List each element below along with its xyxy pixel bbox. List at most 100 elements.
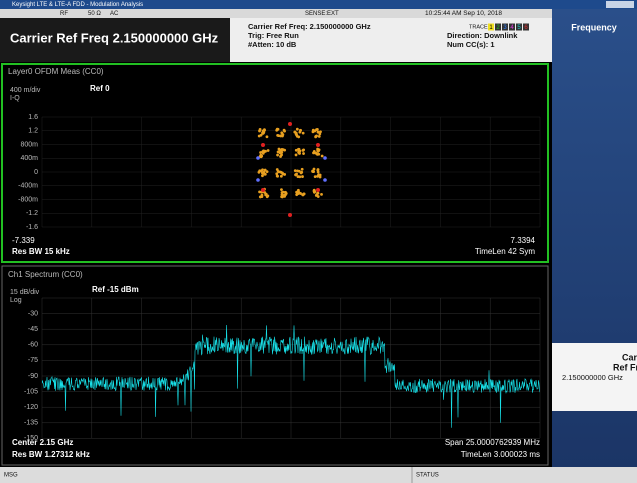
window <box>1 265 549 466</box>
symbol-point <box>298 191 302 195</box>
x-stop: 7.3394 <box>511 236 536 245</box>
timestamp: 10:25:44 AM Sep 10, 2018 <box>425 10 502 17</box>
trace-label: TRACE <box>469 24 488 30</box>
symbol-point <box>280 191 284 194</box>
symbol-point <box>293 169 297 173</box>
trace-indicator <box>502 23 508 31</box>
y-tick-label: -30 <box>28 310 38 317</box>
trace-indicator <box>523 23 529 31</box>
symbol-point <box>301 175 304 178</box>
res-bw: Res BW 15 kHz <box>12 247 70 256</box>
msg: MSG <box>4 473 18 479</box>
symbol-point <box>294 153 298 157</box>
softkey-line: 2.150000000 GHz <box>562 373 623 382</box>
y-tick-label: -800m <box>18 196 38 203</box>
symbol-point <box>258 190 261 194</box>
symbol-point <box>263 191 267 194</box>
carrier-freq: Carrier Ref Freq: 2.150000000 GHz <box>248 22 371 31</box>
y-tick-label: -90 <box>28 373 38 380</box>
reference-point <box>261 143 265 147</box>
ref-level: Ref -15 dBm <box>92 285 139 294</box>
symbol-point <box>258 195 262 199</box>
direction: Direction: Downlink <box>447 31 518 40</box>
center: Center 2.15 GHz <box>12 438 73 447</box>
symbol-point <box>293 130 297 134</box>
num-cc: Num CC(s): 1 <box>447 40 495 49</box>
trigger: Trig: Free Run <box>248 31 299 40</box>
symbol-point <box>294 173 298 177</box>
trace-number: 3 <box>503 25 507 31</box>
symbol-point <box>259 133 263 137</box>
coupling: AC <box>110 11 119 17</box>
symbol-point <box>279 174 283 178</box>
symbol-point <box>279 148 283 152</box>
symbol-point <box>319 130 322 134</box>
symbol-point <box>277 147 281 151</box>
panel-title: Frequency <box>571 22 617 32</box>
symbol-point <box>266 149 270 152</box>
symbol-point <box>317 148 321 152</box>
pilot-point <box>256 156 260 160</box>
symbol-point <box>266 194 270 198</box>
symbol-point <box>298 130 302 134</box>
symbol-point <box>262 131 265 135</box>
trace-indicator <box>495 23 501 31</box>
symbol-point <box>263 172 267 176</box>
axis-name: Log <box>10 297 22 304</box>
symbol-point <box>312 150 316 153</box>
symbol-point <box>265 135 269 139</box>
symbol-point <box>279 134 283 138</box>
symbol-point <box>296 169 300 173</box>
symbol-point <box>279 155 282 158</box>
symbol-point <box>318 175 322 179</box>
active-window <box>1 63 549 263</box>
window-title: Layer0 OFDM Meas (CC0) <box>8 67 104 76</box>
symbol-point <box>263 168 267 172</box>
symbol-point <box>294 148 298 152</box>
symbol-point <box>315 128 319 131</box>
symbol-point <box>320 154 324 158</box>
footer <box>0 467 637 483</box>
reference-point <box>288 213 292 217</box>
measurement-box <box>0 18 230 62</box>
time-len: TimeLen 3.000023 ms <box>461 450 540 459</box>
symbol-point <box>275 172 279 176</box>
symbol-point <box>283 173 287 176</box>
trace-number: 6 <box>524 25 528 31</box>
symbol-point <box>320 192 323 196</box>
pilot-point <box>256 178 260 182</box>
measurement-title: Carrier Ref Freq 2.150000000 GHz <box>10 30 219 45</box>
symbol-point <box>282 128 286 132</box>
scale: 400 m/div <box>10 87 41 94</box>
y-tick-label: -400m <box>18 183 38 190</box>
y-tick-label: 400m <box>20 155 38 162</box>
scale: 15 dB/div <box>10 289 40 296</box>
symbol-point <box>311 130 315 134</box>
symbol-point <box>259 169 263 173</box>
impedance: 50 Ω <box>88 11 101 17</box>
symbol-point <box>317 134 321 138</box>
trace-indicator <box>488 23 494 31</box>
symbol-point <box>260 154 264 158</box>
y-tick-label: 0 <box>34 169 38 176</box>
symbol-point <box>302 148 306 152</box>
y-tick-label: -45 <box>28 326 38 333</box>
spectrum-trace <box>42 324 540 428</box>
symbol-point <box>312 167 316 171</box>
symbol-point <box>314 135 318 139</box>
y-tick-label: -120 <box>24 404 38 411</box>
pilot-point <box>323 156 327 160</box>
axis-name: I-Q <box>10 95 20 102</box>
reference-point <box>261 188 265 192</box>
trace-number: 1 <box>489 25 493 31</box>
symbol-point <box>295 134 299 138</box>
window-buttons[interactable] <box>606 1 634 8</box>
reference-point <box>316 188 320 192</box>
y-tick-label: -75 <box>28 357 38 364</box>
symbol-point <box>301 193 305 197</box>
attenuation: #Atten: 10 dB <box>248 40 297 49</box>
softkey[interactable] <box>552 343 637 411</box>
symbol-point <box>264 193 268 197</box>
symbol-point <box>276 153 279 157</box>
symbol-point <box>313 190 316 194</box>
